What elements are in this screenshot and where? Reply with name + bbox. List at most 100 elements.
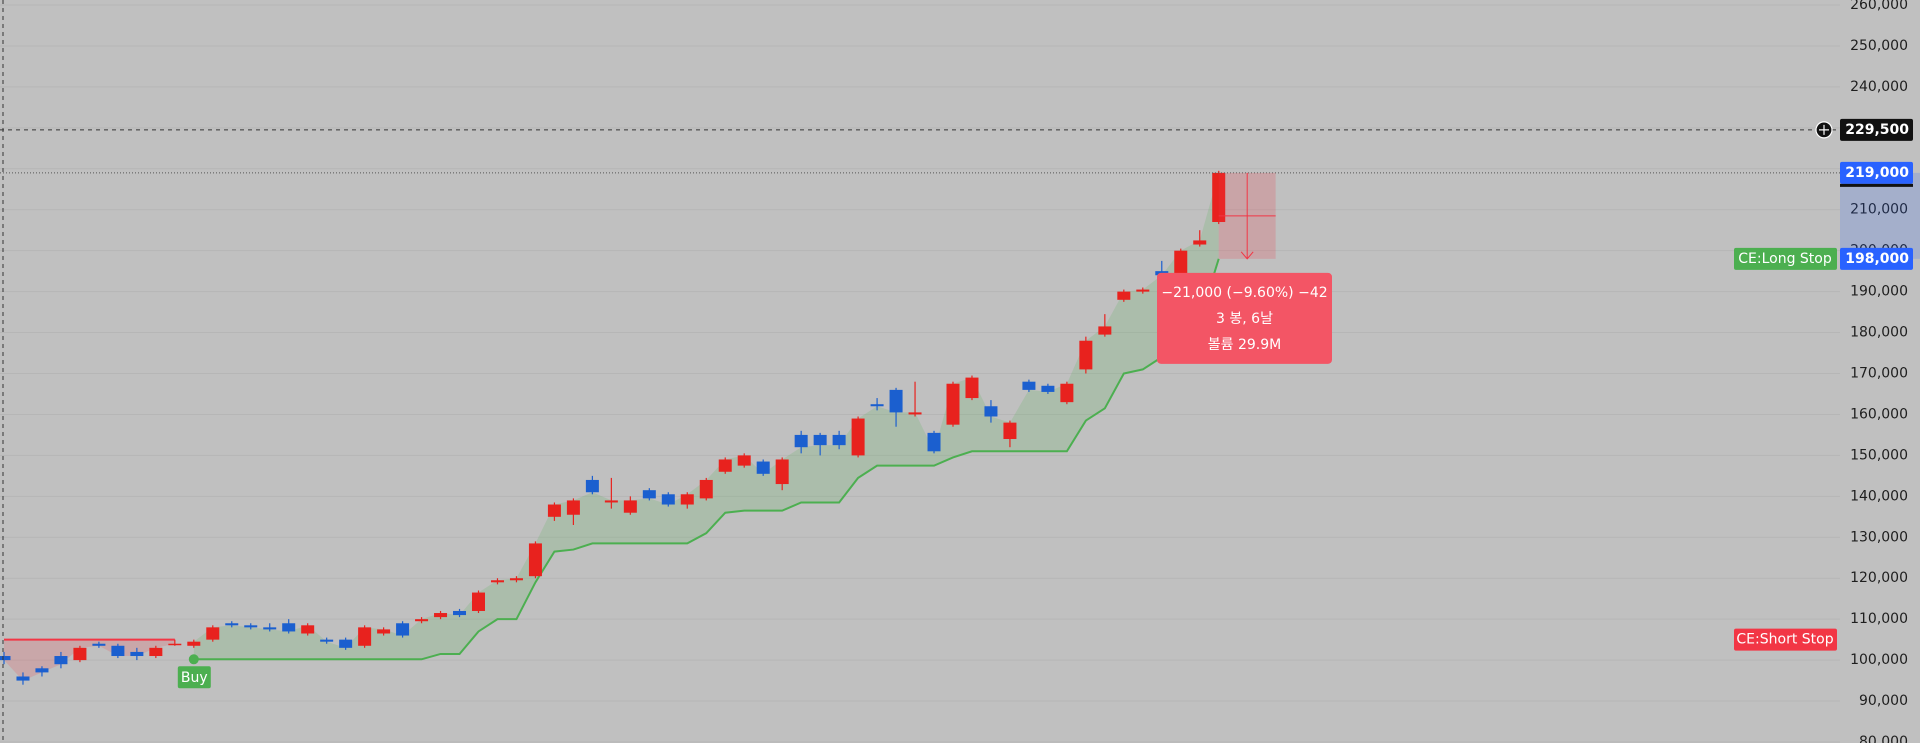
candle-body xyxy=(206,627,220,640)
last-price-underline xyxy=(1840,183,1913,187)
candle-body xyxy=(301,625,315,634)
candle-body xyxy=(225,623,239,626)
stop-name: CE:Short Stop xyxy=(1736,632,1833,648)
candle-body xyxy=(737,455,751,466)
candle-body xyxy=(111,645,125,657)
candle-body xyxy=(756,461,770,474)
candle-body xyxy=(1060,383,1074,403)
y-tick-label: 170,000 xyxy=(1850,366,1908,382)
y-tick-label: 110,000 xyxy=(1850,611,1908,627)
candle-body xyxy=(604,500,618,503)
stop-name-box xyxy=(1734,628,1837,651)
stop-price-label: 198,000 xyxy=(1845,251,1909,267)
candle-body xyxy=(794,434,808,448)
y-tick-label: 120,000 xyxy=(1850,570,1908,586)
candle-body xyxy=(642,490,656,499)
candle-body xyxy=(415,619,429,622)
candle-body xyxy=(813,434,827,446)
candle-body xyxy=(0,656,11,661)
candle-body xyxy=(528,543,542,577)
buy-box xyxy=(177,666,211,689)
measure-axis-band xyxy=(1840,172,1920,259)
candle-body xyxy=(851,418,865,456)
crosshair-label: 229,500 xyxy=(1845,122,1909,138)
measure-tooltip xyxy=(1157,272,1332,364)
candle-body xyxy=(73,647,87,661)
candle-body xyxy=(54,656,68,665)
stop-name: CE:Long Stop xyxy=(1738,251,1832,267)
y-tick-label: 180,000 xyxy=(1850,325,1908,341)
candle-body xyxy=(130,651,144,657)
candle-body xyxy=(187,641,201,646)
candle-body xyxy=(547,504,561,517)
candle-body xyxy=(1041,385,1055,392)
y-tick-label: 160,000 xyxy=(1850,406,1908,422)
candle-body xyxy=(263,627,277,630)
y-tick-label: 100,000 xyxy=(1850,652,1908,668)
candle-body xyxy=(377,629,391,634)
candle-body xyxy=(1003,422,1017,440)
buy-label: Buy xyxy=(181,670,208,686)
candle-body xyxy=(396,623,410,636)
candle-body xyxy=(908,412,922,415)
candle-body xyxy=(358,627,372,646)
candle-body xyxy=(490,580,504,583)
candle-body xyxy=(1098,326,1112,335)
y-tick-label: 150,000 xyxy=(1850,447,1908,463)
candle-body xyxy=(1174,250,1188,276)
y-tick-label: 210,000 xyxy=(1850,202,1908,218)
y-tick-label: 80,000 xyxy=(1859,734,1908,743)
candle-body xyxy=(680,494,694,505)
candle-body xyxy=(699,479,713,499)
candle-body xyxy=(339,639,353,648)
candle-body xyxy=(889,389,903,413)
buy-dot xyxy=(188,654,199,665)
y-tick-label: 250,000 xyxy=(1850,38,1908,54)
y-tick-label: 140,000 xyxy=(1850,488,1908,504)
candle-body xyxy=(927,432,941,452)
crosshair-box xyxy=(1840,118,1913,141)
candle-body xyxy=(1193,240,1207,245)
y-tick-label: 260,000 xyxy=(1850,0,1908,13)
candle-body xyxy=(1117,291,1131,300)
y-tick-label: 190,000 xyxy=(1850,284,1908,300)
last-price-box xyxy=(1840,161,1913,184)
candle-body xyxy=(984,406,998,417)
candle-body xyxy=(566,500,580,515)
crosshair-plus-icon xyxy=(1819,124,1829,135)
candle-body xyxy=(1079,340,1093,370)
candle-body xyxy=(92,643,106,646)
last-price-label: 219,000 xyxy=(1845,165,1909,181)
y-tick-label: 130,000 xyxy=(1850,529,1908,545)
candle-body xyxy=(718,459,732,472)
candle-body xyxy=(434,613,448,618)
candle-body xyxy=(1212,172,1226,223)
candle-body xyxy=(282,623,296,632)
candle-body xyxy=(1022,381,1036,390)
candle-body xyxy=(149,647,163,657)
candle-body xyxy=(16,676,30,681)
stop-line xyxy=(193,258,1220,661)
candle-body xyxy=(509,578,523,581)
candle-body xyxy=(168,643,182,646)
candle-body xyxy=(244,625,258,628)
candle-body xyxy=(1136,289,1150,292)
candle-body xyxy=(946,383,960,425)
stop-price-box xyxy=(1840,247,1913,270)
candle-body xyxy=(320,639,334,642)
y-tick-label: 90,000 xyxy=(1859,693,1908,709)
candle-body xyxy=(585,479,599,493)
candle-body xyxy=(472,592,485,611)
candle-body xyxy=(832,434,846,446)
measure-text: 볼륨 29.9M xyxy=(1208,337,1281,353)
candle-body xyxy=(35,668,49,673)
measure-arrow-head xyxy=(1240,251,1254,260)
measure-text: 3 봉, 6날 xyxy=(1216,311,1273,327)
candle-body xyxy=(870,404,884,407)
candle-body xyxy=(623,500,637,513)
y-tick-label: 240,000 xyxy=(1850,79,1908,95)
stop-name-box xyxy=(1734,247,1837,270)
candle-body xyxy=(775,459,789,485)
candle-body xyxy=(453,610,467,616)
